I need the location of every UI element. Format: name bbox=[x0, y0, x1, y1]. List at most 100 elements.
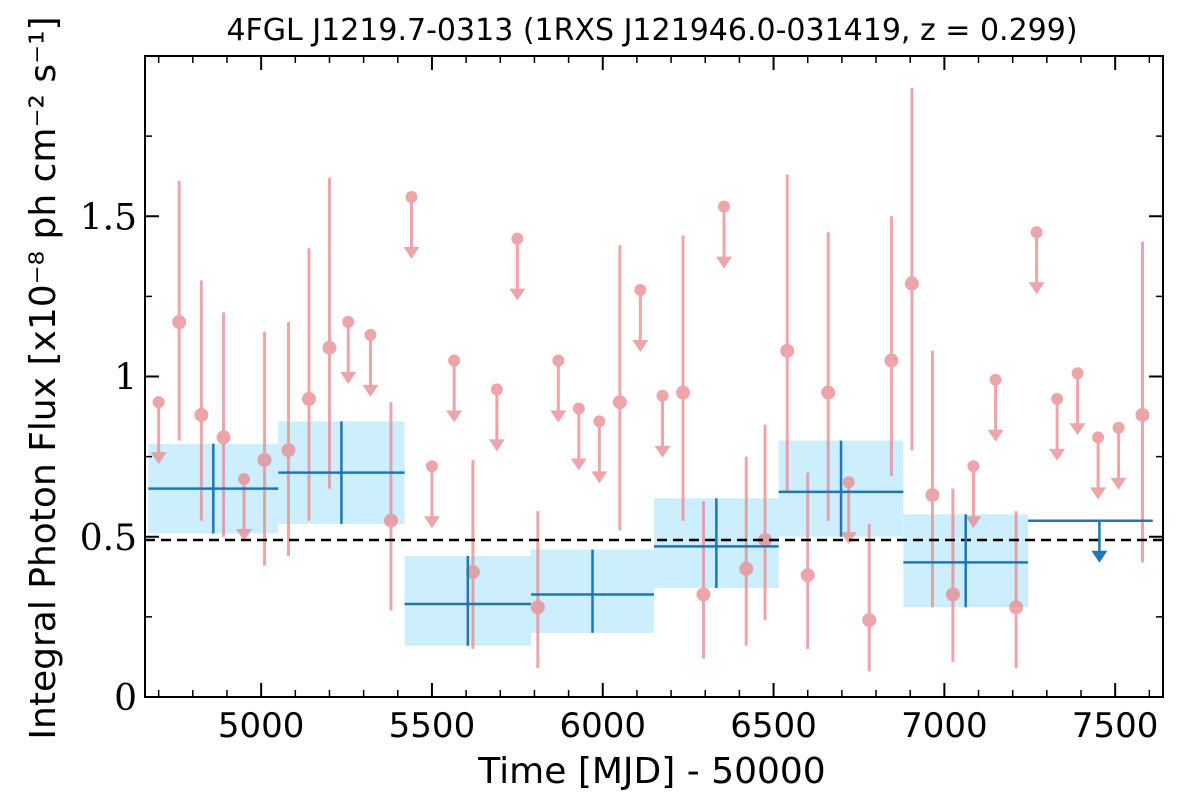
x-tick-label: 6000 bbox=[559, 706, 646, 746]
upper-limit-arrow bbox=[1028, 282, 1045, 295]
upper-limit-marker bbox=[1051, 392, 1064, 405]
yearly-data-point bbox=[903, 514, 1029, 608]
upper-limit-marker bbox=[490, 383, 503, 396]
upper-limit-arrow bbox=[591, 471, 608, 484]
upper-limit-marker bbox=[656, 389, 669, 402]
upper-limit-arrow bbox=[570, 458, 587, 471]
upper-limit-marker bbox=[634, 283, 647, 296]
monthly-data-point bbox=[216, 312, 231, 537]
monthly-point-marker bbox=[257, 452, 272, 467]
upper-limit-marker bbox=[1071, 367, 1084, 380]
monthly-upper-limit bbox=[150, 396, 167, 465]
upper-limit-arrow bbox=[446, 410, 463, 423]
monthly-upper-limit bbox=[550, 354, 567, 423]
upper-limit-arrow bbox=[965, 516, 982, 529]
monthly-upper-limit bbox=[1049, 392, 1066, 461]
yearly-data-point bbox=[654, 498, 779, 589]
monthly-upper-limit bbox=[716, 200, 733, 269]
monthly-point-marker bbox=[465, 565, 480, 580]
upper-limit-marker bbox=[511, 232, 524, 245]
monthly-data-point bbox=[194, 280, 209, 521]
upper-limit-marker bbox=[448, 354, 461, 367]
upper-limit-arrow bbox=[1049, 448, 1066, 461]
upper-limit-marker bbox=[425, 460, 438, 473]
upper-limit-arrow bbox=[1069, 423, 1086, 436]
monthly-data-point bbox=[301, 248, 316, 521]
upper-limit-arrow bbox=[550, 410, 567, 423]
monthly-upper-limit bbox=[1069, 367, 1086, 436]
monthly-upper-limit bbox=[570, 402, 587, 471]
chart-title: 4FGL J1219.7-0313 (1RXS J121946.0-031419… bbox=[226, 13, 1077, 48]
upper-limit-marker bbox=[1030, 226, 1043, 239]
monthly-data-point bbox=[758, 424, 773, 621]
monthly-upper-limit bbox=[446, 354, 463, 423]
upper-limit-arrow bbox=[403, 247, 420, 260]
upper-limit-arrow bbox=[488, 439, 505, 452]
x-tick-label: 7000 bbox=[901, 706, 988, 746]
x-tick-label: 7500 bbox=[1072, 706, 1159, 746]
monthly-data-point bbox=[322, 177, 337, 489]
upper-limit-marker bbox=[552, 354, 565, 367]
monthly-upper-limit bbox=[654, 389, 671, 458]
monthly-point-marker bbox=[172, 315, 187, 330]
upper-limit-marker bbox=[572, 402, 585, 415]
upper-limit-arrow bbox=[509, 288, 526, 301]
upper-limit-marker bbox=[238, 473, 251, 486]
monthly-data-point bbox=[281, 322, 296, 556]
monthly-upper-limit bbox=[632, 283, 649, 352]
monthly-point-marker bbox=[945, 587, 960, 602]
yearly-flux-bins bbox=[148, 421, 1153, 646]
monthly-upper-limit bbox=[1028, 226, 1045, 295]
upper-limit-arrow bbox=[1110, 477, 1127, 490]
monthly-data-point bbox=[172, 180, 187, 441]
monthly-point-marker bbox=[301, 391, 316, 406]
upper-limit-arrow bbox=[1090, 487, 1107, 500]
monthly-upper-limit bbox=[509, 232, 526, 301]
upper-limit-arrow bbox=[423, 516, 440, 529]
upper-limit-marker bbox=[342, 316, 355, 329]
monthly-point-marker bbox=[281, 443, 296, 458]
upper-limit-marker bbox=[989, 373, 1002, 386]
monthly-data-point bbox=[884, 216, 899, 476]
monthly-point-marker bbox=[862, 613, 877, 628]
y-tick-label: 1.5 bbox=[80, 197, 137, 238]
upper-limit-arrow bbox=[716, 256, 733, 269]
upper-limit-arrow bbox=[236, 529, 253, 542]
monthly-data-point bbox=[530, 511, 545, 669]
monthly-flux-points bbox=[150, 88, 1150, 672]
monthly-data-point bbox=[1009, 511, 1024, 669]
upper-limit-arrow bbox=[987, 429, 1004, 442]
monthly-data-point bbox=[800, 472, 815, 649]
monthly-data-point bbox=[257, 331, 272, 566]
monthly-upper-limit bbox=[423, 460, 440, 529]
monthly-point-marker bbox=[676, 385, 691, 400]
yearly-data-point bbox=[404, 555, 532, 646]
monthly-point-marker bbox=[800, 568, 815, 583]
monthly-point-marker bbox=[925, 488, 940, 503]
upper-limit-marker bbox=[1112, 421, 1125, 434]
y-tick-label: 1 bbox=[114, 358, 137, 399]
monthly-upper-limit bbox=[362, 328, 379, 397]
monthly-data-point bbox=[696, 501, 711, 659]
monthly-point-marker bbox=[216, 430, 231, 445]
yearly-upper-limit bbox=[1028, 519, 1153, 563]
monthly-data-point bbox=[821, 232, 836, 521]
monthly-point-marker bbox=[612, 395, 627, 410]
upper-limit-arrow bbox=[840, 532, 857, 545]
upper-limit-marker bbox=[842, 476, 855, 489]
monthly-data-point bbox=[904, 88, 919, 451]
upper-limit-arrow bbox=[340, 372, 357, 385]
yearly-data-point bbox=[148, 443, 279, 534]
upper-limit-marker bbox=[152, 396, 165, 409]
monthly-upper-limit bbox=[591, 415, 608, 484]
monthly-upper-limit bbox=[1090, 431, 1107, 500]
yearly-uncertainty-bands bbox=[148, 421, 1029, 646]
yearly-limit-arrow bbox=[1091, 550, 1108, 563]
monthly-point-marker bbox=[758, 532, 773, 547]
monthly-data-point bbox=[612, 245, 627, 531]
monthly-upper-limit bbox=[840, 476, 857, 545]
monthly-data-point bbox=[862, 523, 877, 672]
monthly-upper-limit bbox=[403, 191, 420, 260]
monthly-upper-limit bbox=[987, 373, 1004, 442]
